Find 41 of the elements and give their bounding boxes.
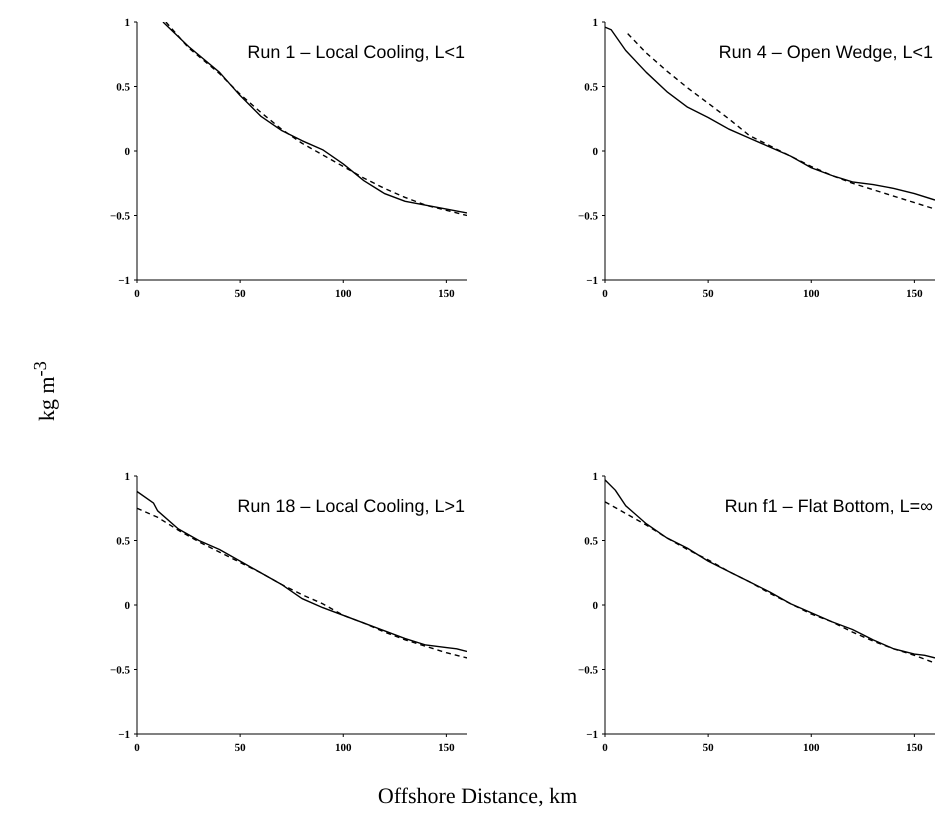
y-tick-label: −0.5 [110,664,130,676]
x-tick-label: 50 [702,288,714,300]
x-tick-label: 150 [906,288,924,300]
x-tick-label: 0 [602,742,608,754]
y-tick-label: 1 [592,470,598,483]
y-tick-label: 0 [592,600,598,612]
x-tick-label: 50 [702,742,714,754]
x-axis-title: Offshore Distance, km [376,783,578,809]
y-tick-label: 0.5 [584,81,598,94]
x-tick-label: 150 [906,742,924,754]
x-tick-label: 0 [134,288,140,300]
y-tick-label: −0.5 [578,664,598,676]
y-tick-label: 1 [124,16,130,29]
y-tick-label: 0.5 [116,81,130,94]
x-tick-label: 50 [234,288,246,300]
y-tick-label: 0.5 [584,535,598,548]
x-tick-label: 100 [803,288,820,300]
text: Run f1 – Flat Bottom, L=∞ [724,496,933,517]
y-tick-label: −1 [586,728,598,741]
y-tick-label: −1 [118,274,130,287]
x-tick-label: 150 [438,742,456,754]
x-tick-label: 150 [438,288,456,300]
y-tick-label: 1 [592,16,598,29]
y-tick-label: 0 [124,600,130,612]
y-tick-label: 0 [124,146,130,158]
x-tick-label: 100 [335,288,352,300]
x-tick-label: 0 [602,288,608,300]
y-tick-label: −1 [586,274,598,287]
x-tick-label: 0 [134,742,140,754]
y-tick-label: −1 [118,728,130,741]
y-tick-label: −0.5 [578,210,598,222]
x-tick-label: 100 [335,742,352,754]
text: Run 4 – Open Wedge, L<1 [718,42,933,63]
y-tick-label: 0 [592,146,598,158]
y-tick-label: 0.5 [116,535,130,548]
y-tick-label: 1 [124,470,130,483]
x-tick-label: 50 [234,742,246,754]
text: Run 1 – Local Cooling, L<1 [247,42,465,63]
x-tick-label: 100 [803,742,820,754]
text: Run 18 – Local Cooling, L>1 [237,496,465,517]
y-tick-label: −0.5 [110,210,130,222]
